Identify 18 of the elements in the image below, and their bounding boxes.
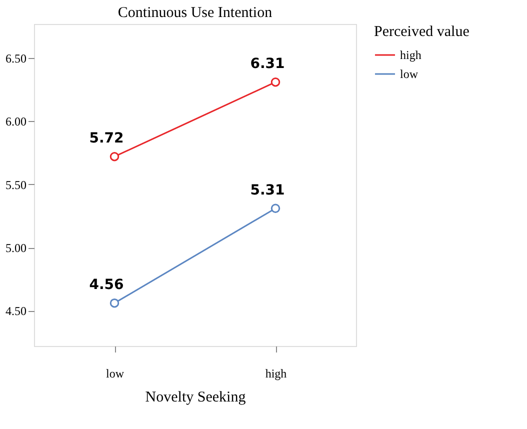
data-label: 6.31 (250, 56, 285, 72)
point (110, 152, 120, 162)
y-tick-label: 6.00 (6, 114, 26, 129)
legend-title: Perceived value (374, 24, 470, 40)
y-tick-label: 6.50 (6, 52, 26, 66)
chart-title: Continuous Use Intention (118, 5, 273, 21)
legend-label: low (400, 67, 418, 81)
y-tick-label: 5.00 (6, 241, 26, 256)
legend-label: high (400, 48, 422, 62)
point (110, 298, 120, 308)
point (270, 77, 280, 87)
point (270, 204, 280, 213)
data-label: 5.72 (89, 130, 124, 147)
y-tick-label: 4.50 (6, 304, 26, 318)
y-tick-label: 5.50 (6, 178, 26, 192)
data-label: 5.31 (250, 182, 285, 198)
data-label: 4.56 (89, 277, 124, 294)
x-axis-title: Novelty Seeking (145, 390, 246, 406)
